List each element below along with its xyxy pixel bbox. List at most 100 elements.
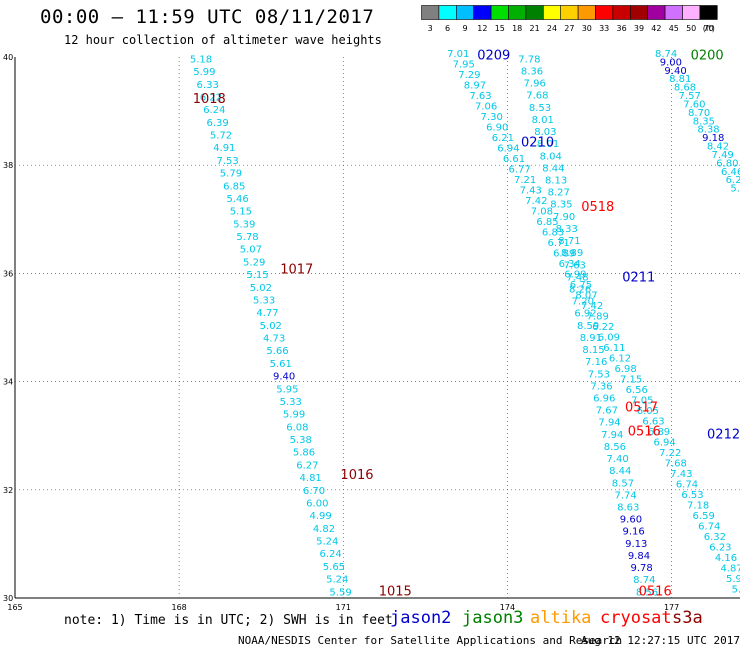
wave-height-value: 4.81 [300,473,322,484]
wave-height-value: 7.01 [447,49,469,60]
wave-height-value: 6.08 [286,422,308,433]
wave-height-value: 9.13 [625,539,647,550]
wave-height-value: 5.15 [246,270,268,281]
wave-height-value: 9.40 [273,372,295,383]
scale-label: 6 [445,24,450,33]
scale-label: 27 [564,24,574,33]
pass-time-label: 1015 [379,584,412,599]
wave-height-value: 6.23 [709,543,731,554]
wave-height-value: 8.04 [540,151,562,162]
wave-height-value: 6.21 [492,133,514,144]
scale-label: 50 [686,24,696,33]
scale-label: 18 [512,24,522,33]
wave-height-value: 6.33 [197,80,219,91]
wave-height-value: 7.48 [566,272,588,283]
wave-height-value: 6.90 [486,123,508,134]
wave-height-value: 8.56 [604,442,626,453]
wave-height-value: 6.56 [626,385,648,396]
wave-height-value: 7.94 [601,430,623,441]
wave-height-value: 7.15 [620,375,642,386]
wave-height-value: 9.18 [702,133,724,144]
wave-height-value: 9.84 [628,551,650,562]
pass-time-label: 0200 [691,49,724,64]
page-title: 00:00 – 11:59 UTC 08/11/2017 [40,6,375,28]
wave-height-value: 8.33 [556,224,578,235]
wave-height-value: 7.06 [475,102,497,113]
wave-height-value: 4.82 [313,524,335,535]
wave-height-value: 9.40 [664,66,686,77]
wave-height-value: 7.21 [514,175,536,186]
wave-height-value: 5.39 [233,219,255,230]
wave-height-value: 8.38 [697,125,719,136]
wave-height-value: 8.15 [582,345,604,356]
wave-height-value: 6.92 [574,309,596,320]
scale-label: 70 [704,24,714,33]
pass-time-label: 0212 [707,427,740,442]
wave-height-value: 7.68 [665,459,687,470]
wave-height-value: 5.95 [276,384,298,395]
pass-time-label: 0518 [581,200,614,215]
wave-height-value: 6.63 [642,417,664,428]
lat-tick-label: 36 [3,269,13,278]
wave-height-value: 7.90 [553,212,575,223]
wave-height-value: 5.24 [326,575,348,586]
wave-height-value: 7.43 [670,469,692,480]
satellite-jason2: jason2 [390,608,452,628]
wave-height-value: 5.02 [260,321,282,332]
wave-height-value: 8.68 [674,83,696,94]
wave-height-value: 7.63 [564,260,586,271]
wave-height-value: 6.89 [648,427,670,438]
pass-time-label: 0517 [625,400,658,415]
satellite-jason3: jason3 [462,608,524,628]
pass-time-label: 1016 [340,468,373,483]
wave-height-value: 6.61 [503,154,525,165]
pass-time-label: 0516 [628,425,661,440]
wave-height-value: 7.94 [598,418,620,429]
pass-time-label: 0516 [639,584,672,599]
wave-height-value: 5.07 [240,245,262,256]
wave-height-value: 8.74 [633,575,655,586]
wave-height-value: 9.60 [620,515,642,526]
scale-label: 36 [617,24,627,33]
wave-height-value: 7.40 [606,454,628,465]
wave-height-value: 8.44 [542,163,564,174]
wave-height-value: 7.20 [572,297,594,308]
wave-height-value: 7.18 [687,501,709,512]
wave-height-value: 8.35 [693,116,715,127]
wave-height-value: 8.36 [521,67,543,78]
scale-box-9: 9 [455,5,474,33]
wave-height-value: 6.83 [542,228,564,239]
wave-height-value: 8.97 [464,81,486,92]
pass-time-label: 1017 [280,262,313,277]
credit-line: NOAA/NESDIS Center for Satellite Applica… [238,634,623,647]
wave-height-value: 7.42 [525,196,547,207]
scale-label: 21 [530,24,540,33]
wave-height-value: 6.53 [681,490,703,501]
wave-height-value: 6.59 [693,511,715,522]
wave-height-value: 9.16 [622,527,644,538]
wave-height-value: 6.70 [303,486,325,497]
pass-time-label: 0210 [521,135,554,150]
wave-height-value: 8.07 [575,291,597,302]
wave-height-value: 5.33 [253,295,275,306]
wave-height-value: 6.11 [603,343,625,354]
wave-height-value: 7.74 [614,490,636,501]
wave-height-value: 6.24 [726,175,740,186]
wave-height-value: 8.91 [580,333,602,344]
wave-height-value: 6.34 [559,259,581,270]
wave-height-value: 6.89 [553,249,575,260]
wave-height-value: 5.98 [726,574,740,585]
wave-height-value: 5.72 [210,131,232,142]
wave-height-value: 6.27 [296,460,318,471]
wave-height-value: 5.02 [250,283,272,294]
scale-label: 42 [651,24,661,33]
scale-label: 9 [462,24,467,33]
wave-height-value: 8.71 [558,236,580,247]
pass-time-label: 1018 [193,92,226,107]
wave-height-value: 5.56 [730,184,740,195]
scale-label: 45 [669,24,679,33]
wave-height-value: 8.59 [577,321,599,332]
wave-height-value: 6.85 [536,217,558,228]
scale-unit: (ft) [703,24,715,33]
wave-height-value: 4.73 [263,334,285,345]
